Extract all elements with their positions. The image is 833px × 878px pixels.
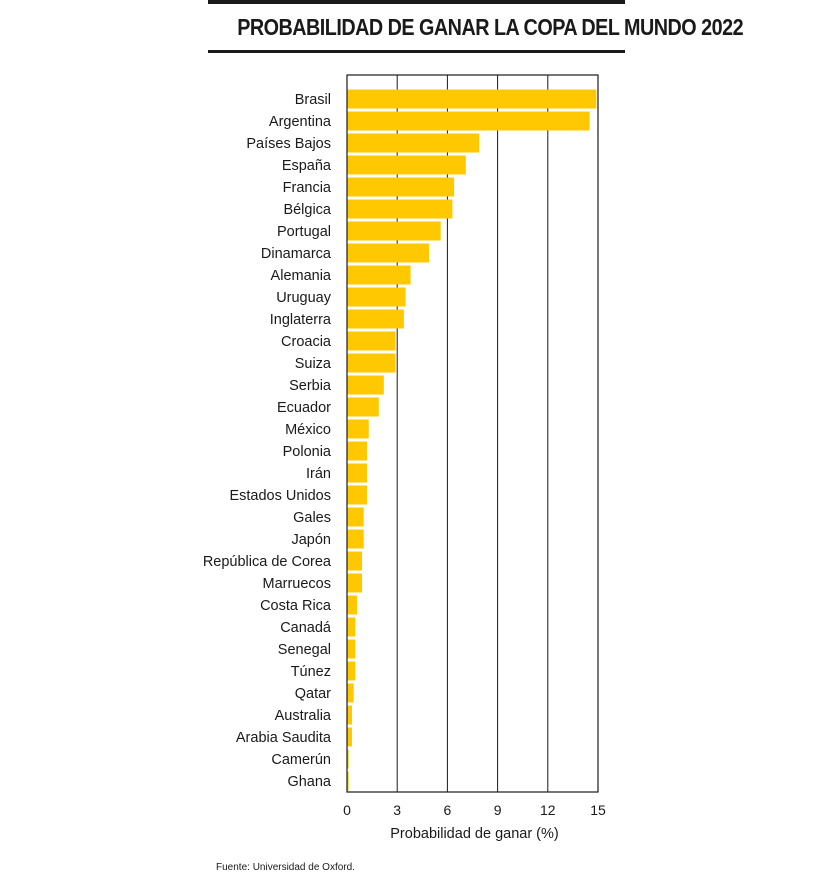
category-label: Bélgica [283, 202, 331, 218]
category-label: Irán [306, 466, 331, 482]
bar [347, 507, 364, 527]
bar [347, 353, 396, 373]
bar [347, 177, 455, 197]
x-tick-label: 0 [343, 802, 351, 818]
bar [347, 529, 364, 549]
x-tick-label: 12 [540, 802, 556, 818]
x-tick-label: 6 [444, 802, 452, 818]
category-label: Croacia [281, 334, 332, 350]
bar [347, 221, 441, 241]
title-underline [208, 50, 625, 53]
bar [347, 573, 363, 593]
bar [347, 133, 480, 153]
bar [347, 309, 404, 329]
category-label: Camerún [271, 752, 331, 768]
bar [347, 617, 356, 637]
x-axis-title: Probabilidad de ganar (%) [390, 826, 558, 842]
category-label: Serbia [289, 378, 332, 394]
bar [347, 111, 590, 131]
bar [347, 441, 368, 461]
top-rule [208, 0, 625, 4]
bar [347, 727, 353, 747]
bar [347, 331, 396, 351]
category-label: Polonia [283, 444, 332, 460]
x-tick-label: 15 [590, 802, 606, 818]
bar [347, 683, 354, 703]
category-label: Suiza [295, 356, 332, 372]
bar [347, 595, 358, 615]
bar [347, 749, 349, 769]
bar [347, 375, 384, 395]
bars [347, 89, 597, 791]
category-label: Gales [293, 510, 331, 526]
plot-frame [346, 74, 599, 793]
category-label: Estados Unidos [229, 488, 331, 504]
category-label: Senegal [278, 642, 331, 658]
bar [347, 397, 379, 417]
category-label: Argentina [269, 114, 332, 130]
category-label: Ghana [287, 774, 331, 790]
category-label: Francia [283, 180, 332, 196]
bar [347, 243, 429, 263]
x-tick-labels: 0 3 6 9 12 15 [343, 802, 606, 818]
category-label: México [285, 422, 331, 438]
bar [347, 155, 466, 175]
category-label: Qatar [295, 686, 331, 702]
bar [347, 199, 453, 219]
category-label: Uruguay [276, 290, 332, 306]
bar [347, 265, 411, 285]
bar [347, 419, 369, 439]
category-label: España [282, 158, 332, 174]
category-label: Costa Rica [260, 598, 332, 614]
category-label: Ecuador [277, 400, 331, 416]
source-note: Fuente: Universidad de Oxford. [216, 862, 355, 873]
category-label: Países Bajos [246, 136, 331, 152]
bar [347, 639, 356, 659]
category-label: Australia [275, 708, 332, 724]
x-tick-label: 3 [393, 802, 401, 818]
bar [347, 705, 353, 725]
category-label: República de Corea [203, 554, 332, 570]
category-label: Marruecos [263, 576, 332, 592]
category-labels: Brasil Argentina Países Bajos España Francia… [203, 92, 332, 790]
bar [347, 661, 356, 681]
category-label: Arabia Saudita [236, 730, 332, 746]
bar [347, 463, 368, 483]
bar [347, 551, 363, 571]
category-label: Brasil [295, 92, 331, 108]
bar [347, 287, 406, 307]
category-label: Canadá [280, 620, 332, 636]
category-label: Dinamarca [261, 246, 332, 262]
category-label: Japón [291, 532, 331, 548]
bar [347, 89, 597, 109]
category-label: Portugal [277, 224, 331, 240]
bar [347, 771, 349, 791]
category-label: Alemania [271, 268, 332, 284]
bar [347, 485, 368, 505]
category-label: Inglaterra [270, 312, 332, 328]
category-label: Túnez [291, 664, 331, 680]
x-tick-label: 9 [494, 802, 502, 818]
